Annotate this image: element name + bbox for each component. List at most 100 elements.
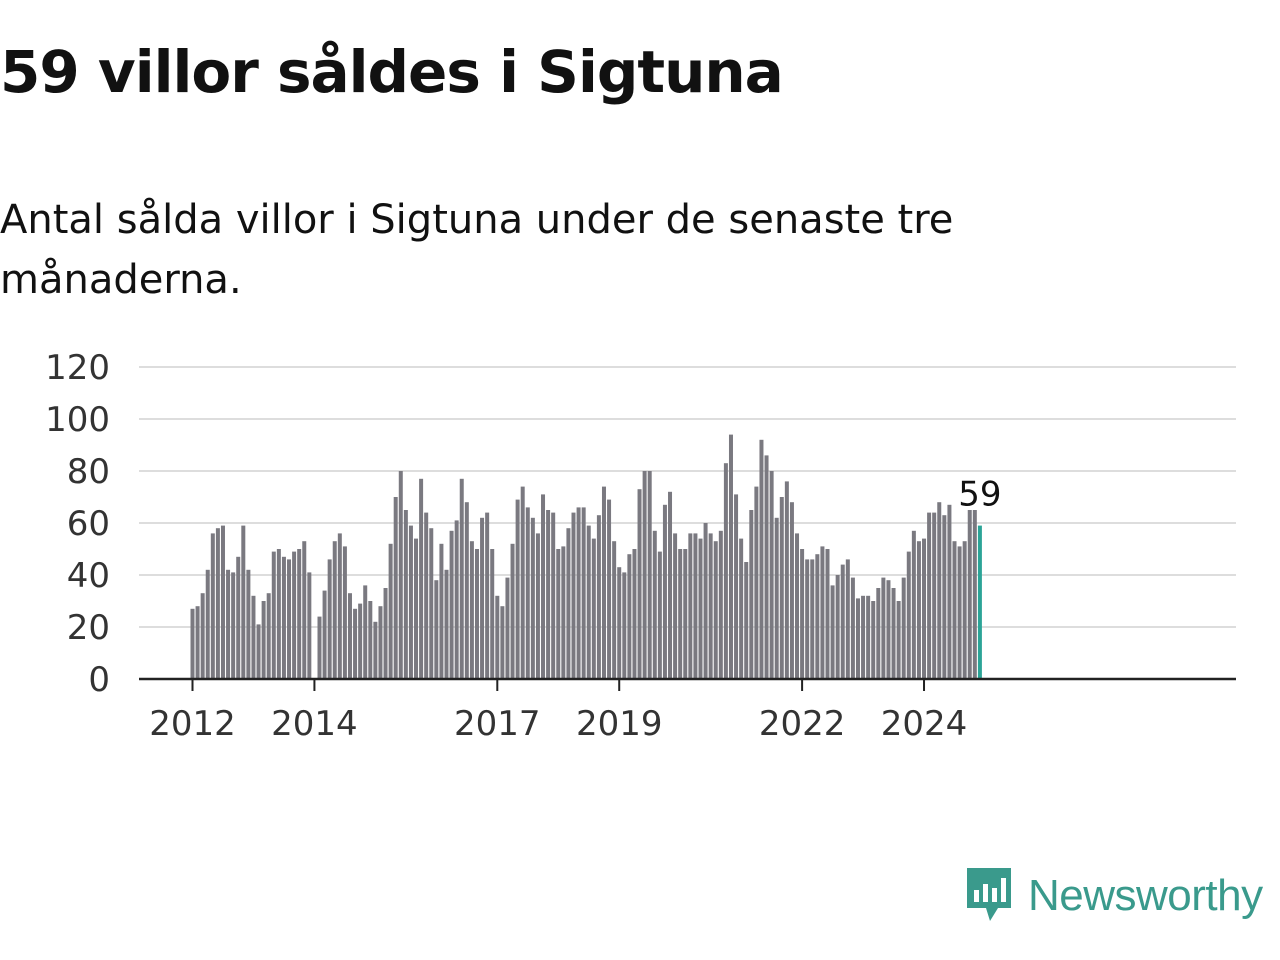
- bar: [916, 541, 921, 679]
- bar: [581, 507, 586, 679]
- bar: [236, 556, 241, 679]
- bar: [927, 512, 932, 679]
- bar: [317, 616, 322, 679]
- bar: [307, 572, 312, 679]
- bar: [861, 595, 866, 679]
- x-axis-tick-labels: 2012 2014 2017 2019 2022 2024: [149, 679, 967, 744]
- newsworthy-logo-icon: [964, 864, 1014, 928]
- x-tick-label: 2014: [271, 704, 358, 744]
- bar: [734, 494, 739, 679]
- bar: [424, 512, 429, 679]
- bar: [586, 525, 591, 679]
- x-tick-label: 2012: [149, 704, 236, 744]
- bar: [881, 577, 886, 679]
- bar: [642, 471, 647, 679]
- bar: [195, 606, 200, 679]
- x-tick-label: 2019: [576, 704, 663, 744]
- bar: [215, 528, 220, 679]
- y-tick-label: 0: [88, 660, 110, 700]
- bar: [673, 533, 678, 679]
- bar: [632, 549, 637, 679]
- bar: [281, 556, 286, 679]
- bar: [292, 551, 297, 679]
- bar: [464, 502, 469, 679]
- bar: [256, 624, 261, 679]
- bar: [302, 541, 307, 679]
- bar: [962, 541, 967, 679]
- bar: [444, 569, 449, 679]
- bar: [276, 549, 281, 679]
- highlight-value-label: 59: [958, 475, 1001, 515]
- bar: [342, 546, 347, 679]
- bar: [541, 494, 546, 679]
- bar: [795, 533, 800, 679]
- bar: [287, 559, 292, 679]
- bar: [800, 549, 805, 679]
- bar: [718, 530, 723, 679]
- bar: [383, 588, 388, 679]
- bar: [657, 551, 662, 679]
- bar: [972, 510, 977, 679]
- bar: [668, 491, 673, 679]
- bar: [662, 504, 667, 679]
- bar: [226, 569, 231, 679]
- bar: [952, 541, 957, 679]
- bar: [901, 577, 906, 679]
- bar: [535, 533, 540, 679]
- bar: [434, 580, 439, 679]
- bar: [220, 525, 225, 679]
- bar: [617, 567, 622, 679]
- bar: [322, 590, 327, 679]
- bar: [728, 434, 733, 679]
- bar: [353, 608, 358, 679]
- bar: [454, 520, 459, 679]
- bar: [820, 546, 825, 679]
- bar: [967, 510, 972, 679]
- bar: [652, 530, 657, 679]
- bar: [749, 510, 754, 679]
- bar: [789, 502, 794, 679]
- bar: [876, 588, 881, 679]
- bar: [393, 497, 398, 679]
- bar: [607, 499, 612, 679]
- bar-highlighted: [977, 525, 982, 679]
- bar: [596, 515, 601, 679]
- bar: [398, 471, 403, 679]
- y-tick-label: 20: [67, 608, 110, 648]
- bar: [723, 463, 728, 679]
- bar: [510, 543, 515, 679]
- bar: [591, 538, 596, 679]
- bar: [779, 497, 784, 679]
- bar: [840, 564, 845, 679]
- bar: [251, 595, 256, 679]
- bar: [205, 569, 210, 679]
- bar: [601, 486, 606, 679]
- bar: [647, 471, 652, 679]
- bar: [505, 577, 510, 679]
- y-tick-label: 40: [67, 556, 110, 596]
- brand-name: Newsworthy: [1028, 871, 1263, 920]
- bar: [469, 541, 474, 679]
- bar: [764, 455, 769, 679]
- bar: [429, 528, 434, 679]
- bar: [942, 515, 947, 679]
- bar: [403, 510, 408, 679]
- y-tick-label: 100: [45, 400, 110, 440]
- bar: [855, 598, 860, 679]
- bar: [358, 603, 363, 679]
- bar: [784, 481, 789, 679]
- bar-chart: 0 20 40 60 80 100 120 2012 2014 2017 2019 2022 2024…: [45, 348, 1236, 744]
- gridlines: [139, 366, 1236, 628]
- bar: [683, 549, 688, 679]
- bar: [556, 549, 561, 679]
- bar: [551, 512, 556, 679]
- bar: [805, 559, 810, 679]
- bar: [327, 559, 332, 679]
- bar: [678, 549, 683, 679]
- x-tick-label: 2022: [759, 704, 846, 744]
- bar: [200, 593, 205, 679]
- bar: [480, 517, 485, 679]
- bar: [708, 533, 713, 679]
- bar: [408, 525, 413, 679]
- bar: [774, 517, 779, 679]
